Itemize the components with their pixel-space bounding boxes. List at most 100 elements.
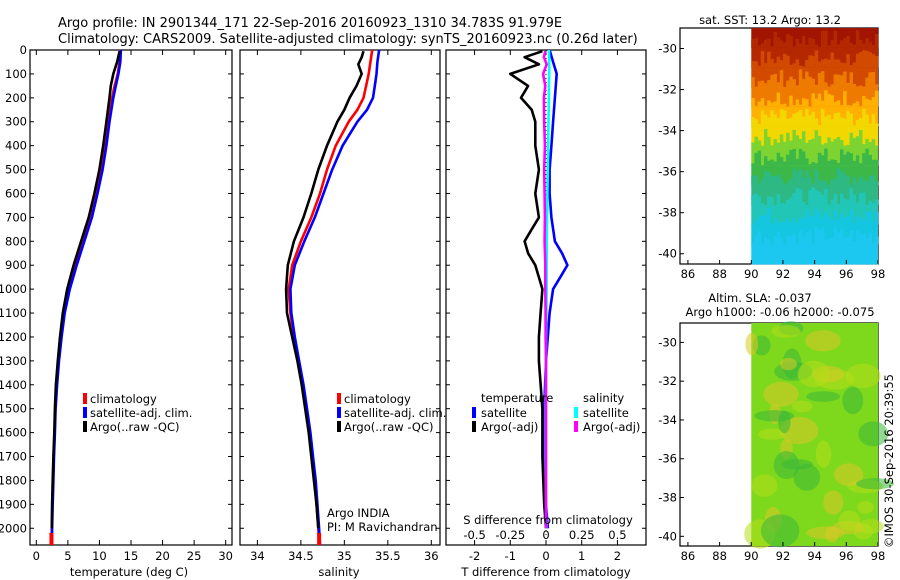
sst-texture [779,104,784,107]
sla-blob [751,474,778,497]
series-satellite-adj-clim- [50,49,123,546]
sst-texture [811,78,815,87]
sla-blob [823,490,844,515]
y-tick-label: 1200 [0,330,27,344]
sst-texture [801,116,806,127]
sst-texture [824,181,828,186]
sst-texture [767,196,771,205]
x-tick-label: 25 [187,549,202,563]
sst-texture [776,223,781,225]
temperature-xlabel: temperature (deg C) [70,565,188,579]
sst-texture [751,142,755,146]
sst-texture [843,63,847,68]
sst-texture [817,191,822,205]
sst-texture [754,175,758,186]
sst-texture [868,123,872,127]
sst-texture [846,105,850,107]
sst-texture [808,177,812,186]
sla-blob [845,363,881,389]
sst-texture [849,113,853,127]
sst-texture [757,65,762,68]
map-y-tick-label: -36 [658,452,677,466]
sst-texture [824,90,828,107]
sst-texture [852,103,857,107]
x-tick-label: 30 [218,549,233,563]
sst-texture [849,42,853,48]
sst-texture [858,217,863,225]
sst-texture [839,228,844,245]
sst-texture [779,156,784,166]
x-tick-label: 34.5 [288,549,314,563]
map-y-tick-label: -34 [658,413,677,427]
sst-texture [792,234,796,245]
sst-texture [811,55,815,68]
sst-texture [782,53,787,68]
sla-blob [838,510,861,532]
sst-texture [871,114,876,127]
sst-texture [858,234,863,245]
sst-texture [801,202,806,205]
sst-texture [801,78,806,87]
sst-texture [789,36,793,48]
sst-texture [836,59,841,68]
sst-texture [849,209,853,225]
sst-texture [871,175,876,186]
sst-texture [852,241,857,245]
sst-texture [770,110,774,127]
sst-texture [792,105,796,107]
sst-texture [846,35,850,48]
sst-texture [792,63,796,68]
sst-texture [836,203,841,205]
x-tick-label: 20 [155,549,170,563]
sst-texture [789,149,793,166]
sst-texture [849,230,853,245]
sst-texture [827,137,831,146]
map-y-tick-label: -34 [658,124,677,138]
sst-texture [814,44,819,48]
sst-texture [839,105,844,107]
sst-texture [805,60,809,68]
sst-texture [786,55,790,68]
x-tick-label: 0 [542,549,549,563]
sst-texture [811,187,815,205]
sst-texture [773,101,777,107]
sst-texture [751,77,755,87]
sst-texture [751,163,755,166]
sst-texture [757,140,762,146]
sst-texture [805,99,809,107]
sst-texture [836,168,841,186]
y-tick-label: 1500 [0,402,27,416]
sst-texture [792,46,796,48]
sst-texture [833,228,838,245]
sst-texture [814,208,819,225]
sst-texture [763,170,768,186]
sst-texture [811,138,815,146]
map-y-tick-label: -30 [658,42,677,56]
series-argo-raw-qc- [50,50,121,529]
difference-legend: temperature salinity satellite Argo(-adj… [472,391,640,434]
sst-texture [776,152,781,166]
sst-texture [855,30,860,48]
sst-texture [779,203,784,205]
sst-texture [773,63,777,68]
sst-texture [754,118,758,127]
sst-texture [871,159,876,166]
sst-texture [846,110,850,127]
sst-texture [779,109,784,127]
sst-texture [846,82,850,87]
sst-texture [798,168,803,186]
sst-texture [852,194,857,205]
sst-texture [824,58,828,68]
sst-texture [874,211,879,225]
sst-texture [795,171,800,186]
sst-texture [763,114,768,127]
sla-blob [773,451,800,480]
legend-label-temp-argo: Argo(-adj) [481,420,538,434]
sst-texture [792,129,796,146]
sst-texture [776,174,781,186]
sst-texture [795,85,800,87]
sst-texture [798,69,803,87]
sst-texture [849,184,853,186]
sst-texture [830,95,834,107]
y-tick-label: 1000 [0,282,27,296]
